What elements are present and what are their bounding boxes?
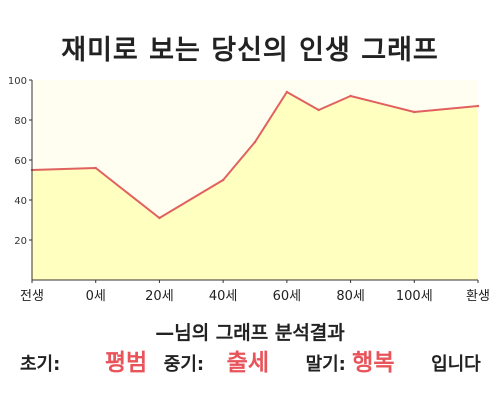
- suffix-text: 입니다: [431, 354, 481, 375]
- early-label: 초기:: [20, 354, 61, 375]
- late-value: 행복: [352, 350, 395, 376]
- x-tick-label-6: 100세: [396, 289, 433, 304]
- data-point-6: [317, 108, 320, 112]
- series-line: [31, 91, 479, 219]
- x-tick-label-3: 40세: [209, 289, 238, 304]
- data-point-7: [349, 94, 352, 98]
- x-tick-label-1: 0세: [86, 289, 106, 304]
- result-summary: 초기: 평범 중기: 출세 말기: 행복 입니다: [20, 343, 490, 377]
- data-point-5: [285, 90, 289, 94]
- y-tick-label-1: 40: [14, 196, 27, 207]
- page-title: 재미로 보는 당신의 인생 그래프: [61, 35, 439, 66]
- data-point-2: [158, 216, 161, 220]
- x-tick-label-7: 환생: [466, 289, 490, 304]
- y-tick-label-0: 20: [14, 236, 27, 247]
- x-tick-label-0: 전생: [20, 289, 44, 304]
- mid-value: 출세: [226, 350, 269, 376]
- data-point-4: [253, 140, 257, 144]
- area-fill: [32, 92, 478, 280]
- data-point-8: [413, 110, 416, 114]
- x-tick-label-5: 80세: [336, 289, 365, 304]
- y-tick-label-2: 60: [14, 156, 27, 167]
- x-tick-label-2: 20세: [145, 289, 174, 304]
- result-title: —님의 그래프 분석결과: [155, 322, 345, 344]
- mid-label: 중기:: [163, 354, 205, 375]
- x-tick-label-4: 60세: [273, 289, 302, 304]
- data-point-9: [476, 104, 480, 108]
- early-value: 평범: [104, 350, 148, 376]
- data-point-1: [94, 166, 97, 170]
- y-tick-label-4: 100: [8, 76, 27, 87]
- data-point-3: [221, 178, 225, 182]
- y-tick-label-3: 80: [14, 116, 27, 127]
- late-label: 말기:: [305, 354, 346, 375]
